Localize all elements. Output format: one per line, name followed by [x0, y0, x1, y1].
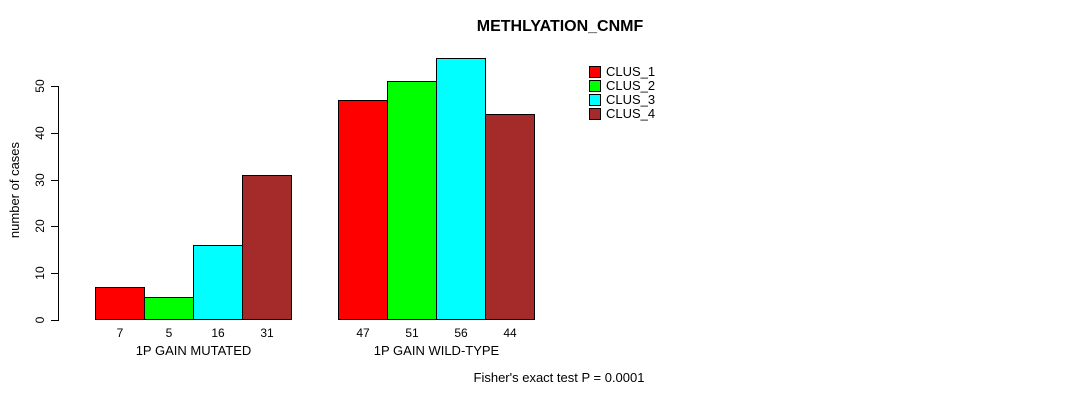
bar-CLUS_1: [95, 287, 145, 320]
group-label: 1P GAIN WILD-TYPE: [373, 343, 500, 358]
y-tick-mark: [51, 86, 58, 87]
y-tick-label: 40: [33, 126, 47, 140]
bar-value-label: 47: [356, 326, 370, 340]
bar-value-label: 51: [405, 326, 419, 340]
legend-label: CLUS_3: [606, 92, 656, 107]
y-axis-line: [58, 86, 59, 321]
bar-value-label: 16: [211, 326, 225, 340]
legend-label: CLUS_2: [606, 78, 656, 93]
legend-label: CLUS_1: [606, 64, 656, 79]
bar-CLUS_3: [193, 245, 243, 320]
y-tick-label: 20: [33, 219, 47, 233]
legend-swatch: [589, 66, 601, 78]
bar-CLUS_2: [387, 81, 437, 320]
bar-value-label: 44: [503, 326, 517, 340]
legend-item: CLUS_4: [589, 106, 656, 121]
legend-item: CLUS_1: [589, 64, 656, 79]
bar-value-label: 7: [116, 326, 124, 340]
legend-swatch: [589, 108, 601, 120]
bar-CLUS_2: [144, 297, 194, 320]
y-tick-label: 0: [33, 316, 47, 324]
y-tick-label: 50: [33, 79, 47, 93]
legend-item: CLUS_2: [589, 78, 656, 93]
legend-item: CLUS_3: [589, 92, 656, 107]
y-tick-mark: [51, 273, 58, 274]
bar-CLUS_3: [436, 58, 486, 320]
y-tick-mark: [51, 226, 58, 227]
bar-value-label: 31: [260, 326, 274, 340]
legend: CLUS_1 CLUS_2 CLUS_3 CLUS_4: [589, 64, 656, 121]
bar-value-label: 5: [165, 326, 173, 340]
y-axis-title: number of cases: [7, 141, 22, 239]
bar-CLUS_4: [242, 175, 292, 320]
y-tick-label: 30: [33, 173, 47, 187]
group-label: 1P GAIN MUTATED: [135, 343, 252, 358]
bar-value-label: 56: [454, 326, 468, 340]
legend-swatch: [589, 80, 601, 92]
y-tick-label: 10: [33, 266, 47, 280]
legend-swatch: [589, 94, 601, 106]
legend-label: CLUS_4: [606, 106, 656, 121]
y-tick-mark: [51, 320, 58, 321]
y-tick-mark: [51, 180, 58, 181]
stat-annotation: Fisher's exact test P = 0.0001: [473, 370, 645, 385]
y-tick-mark: [51, 133, 58, 134]
bar-CLUS_1: [338, 100, 388, 320]
chart-title: METHLYATION_CNMF: [476, 18, 644, 35]
bar-CLUS_4: [485, 114, 535, 320]
